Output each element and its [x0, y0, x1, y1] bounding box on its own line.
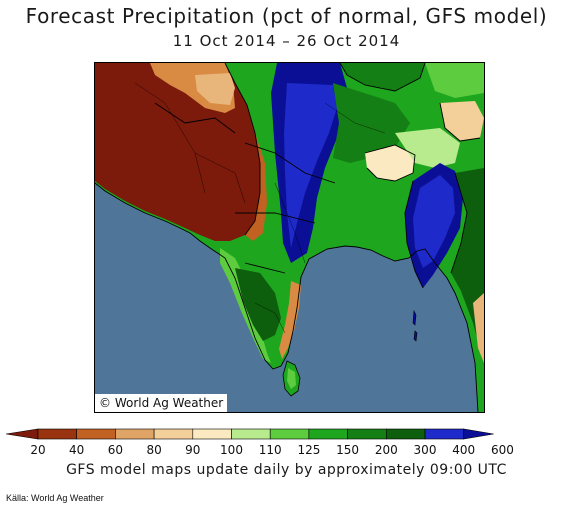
borders [95, 63, 481, 412]
northeast-yellow [440, 101, 484, 141]
scale-cell [76, 428, 116, 440]
dry-patch-northeast [195, 73, 235, 105]
scale-label: 125 [297, 443, 320, 457]
scale-label: 110 [259, 443, 282, 457]
color-scale: 20 40 60 80 90 100 110 125 150 200 300 400 600 [6, 428, 514, 457]
central-india-moderate [333, 83, 410, 163]
update-note: GFS model maps update daily by approxima… [66, 462, 507, 478]
bangladesh-mix [395, 128, 460, 168]
scale-label: 60 [108, 443, 123, 457]
scale-label: 40 [69, 443, 84, 457]
color-scale-cells [6, 428, 494, 440]
scale-label: 100 [220, 443, 243, 457]
sri-lanka-wet [287, 368, 296, 389]
himalaya-green [340, 63, 425, 91]
scale-cell [153, 428, 194, 440]
precipitation-map: © World Ag Weather [94, 62, 485, 413]
east-coast-dry [279, 281, 301, 359]
scale-cell [231, 428, 271, 440]
scale-arrow-left [6, 428, 39, 440]
bangladesh-dry [365, 145, 415, 181]
map-credit: © World Ag Weather [95, 394, 228, 412]
scale-cell [115, 428, 155, 440]
dry-band-west-coast [245, 133, 267, 241]
scale-label: 600 [491, 443, 514, 457]
myanmar-very-wet [413, 175, 455, 268]
scale-cell [424, 428, 465, 440]
scale-label: 300 [414, 443, 437, 457]
map-title: Forecast Precipitation (pct of normal, G… [25, 4, 548, 28]
scale-cell [192, 428, 232, 440]
color-scale-labels: 20 40 60 80 90 100 110 125 150 200 300 400 600 [30, 443, 513, 457]
scale-label: 90 [185, 443, 200, 457]
southeast-dry-edge [473, 293, 484, 363]
scale-cell [269, 428, 310, 440]
map-canvas [95, 63, 484, 412]
andaman-islands [412, 309, 418, 342]
state-boundaries [134, 82, 386, 334]
scale-arrow-right [463, 428, 494, 440]
central-india-very-wet [284, 83, 337, 248]
source-caption: Källa: World Ag Weather [6, 493, 104, 503]
scale-cell [347, 428, 387, 440]
scale-label: 200 [375, 443, 398, 457]
scale-cell [37, 428, 78, 440]
scale-label: 20 [30, 443, 45, 457]
himalaya-light [425, 63, 484, 98]
scale-label: 80 [146, 443, 161, 457]
scale-cell [385, 428, 426, 440]
scale-label: 150 [336, 443, 359, 457]
scale-label: 400 [452, 443, 475, 457]
scale-cell [308, 428, 348, 440]
date-range: 11 Oct 2014 – 26 Oct 2014 [172, 32, 401, 50]
